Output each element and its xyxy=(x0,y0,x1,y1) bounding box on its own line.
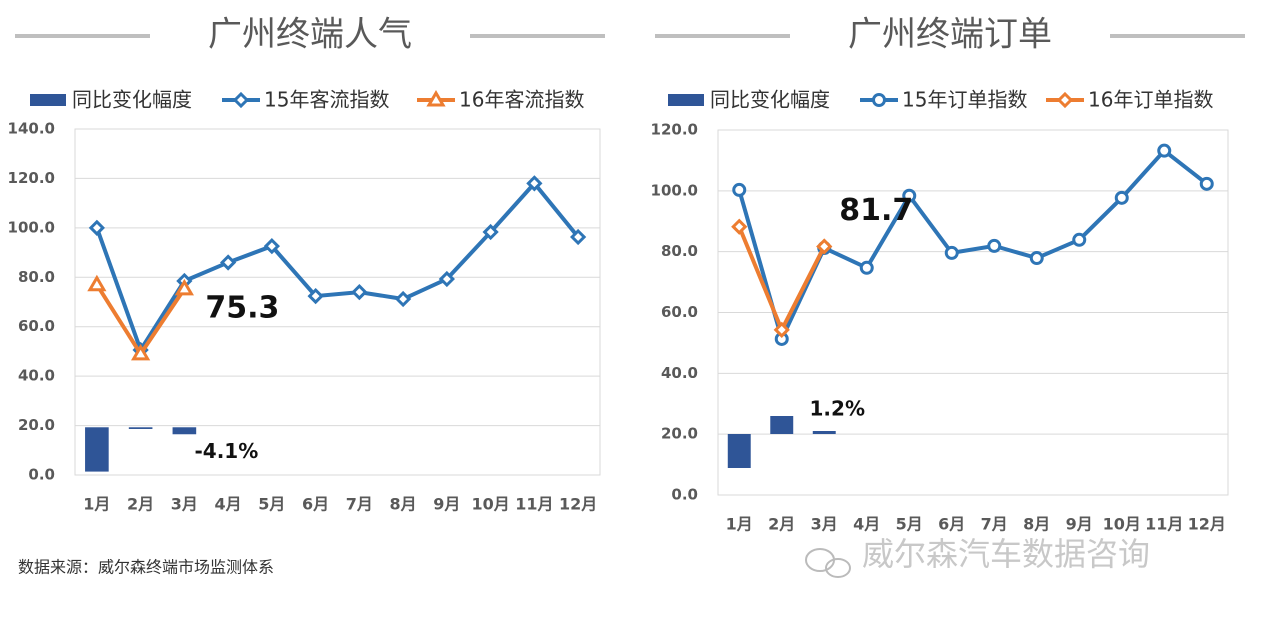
plot-border xyxy=(74,128,601,476)
marker xyxy=(1114,190,1129,205)
x-tick-label: 9月 xyxy=(1066,515,1093,534)
y-tick-label: 20.0 xyxy=(661,425,698,443)
marker xyxy=(131,343,151,361)
marker xyxy=(1157,143,1172,158)
bar xyxy=(128,427,153,429)
marker xyxy=(307,287,324,305)
marker xyxy=(872,93,886,107)
y-tick-label: 60.0 xyxy=(661,303,698,321)
x-tick-label: 4月 xyxy=(215,495,242,514)
marker xyxy=(351,283,368,301)
y-tick-label: 40.0 xyxy=(661,364,698,382)
chart-title: 广州终端人气 xyxy=(208,15,412,55)
series-line xyxy=(737,147,1208,345)
x-tick-label: 3月 xyxy=(811,515,838,534)
marker xyxy=(87,274,107,292)
data-label: 1.2% xyxy=(810,397,865,421)
marker xyxy=(232,91,250,109)
marker xyxy=(174,278,194,296)
legend-swatch xyxy=(668,94,704,106)
watermark-icon xyxy=(805,548,851,578)
bar xyxy=(812,431,836,434)
marker xyxy=(1072,232,1087,247)
x-tick-label: 11月 xyxy=(515,495,553,514)
marker xyxy=(88,219,105,236)
x-tick-label: 2月 xyxy=(768,515,795,534)
y-tick-label: 120.0 xyxy=(651,121,698,139)
y-tick-label: 0.0 xyxy=(671,486,698,504)
y-tick-label: 140.0 xyxy=(8,120,55,138)
marker xyxy=(902,188,917,203)
x-tick-label: 3月 xyxy=(171,495,198,514)
marker xyxy=(570,228,587,246)
marker xyxy=(816,238,833,255)
x-tick-label: 6月 xyxy=(938,515,965,534)
marker xyxy=(438,270,455,288)
x-tick-label: 7月 xyxy=(981,515,1008,534)
x-tick-label: 5月 xyxy=(258,495,285,514)
x-tick-label: 10月 xyxy=(471,495,509,514)
x-tick-label: 6月 xyxy=(302,495,329,514)
source: 数据来源：威尔森终端市场监测体系 xyxy=(18,558,274,577)
x-tick-label: 4月 xyxy=(853,515,880,534)
legend-label: 15年客流指数 xyxy=(264,88,389,112)
y-tick-label: 100.0 xyxy=(8,218,55,236)
data-label: 75.3 xyxy=(205,290,279,325)
marker xyxy=(773,321,790,338)
x-tick-label: 2月 xyxy=(127,495,154,514)
marker xyxy=(944,245,959,260)
marker xyxy=(1029,251,1044,266)
bar xyxy=(770,416,794,434)
marker xyxy=(482,223,499,241)
marker xyxy=(987,238,1002,253)
y-tick-label: 80.0 xyxy=(18,268,55,286)
x-tick-label: 11月 xyxy=(1145,515,1183,534)
chart-title: 广州终端订单 xyxy=(848,15,1052,55)
marker xyxy=(526,175,543,192)
bar xyxy=(727,434,751,468)
y-tick-label: 80.0 xyxy=(661,242,698,260)
x-tick-label: 8月 xyxy=(1023,515,1050,534)
y-tick-label: 60.0 xyxy=(18,317,55,335)
x-tick-label: 12月 xyxy=(559,495,597,514)
marker xyxy=(220,254,237,271)
marker xyxy=(426,90,446,107)
y-tick-label: 20.0 xyxy=(18,416,55,434)
x-tick-label: 12月 xyxy=(1188,515,1226,534)
data-label: -4.1% xyxy=(194,439,258,463)
marker xyxy=(732,182,747,197)
x-tick-label: 5月 xyxy=(896,515,923,534)
legend-label: 16年客流指数 xyxy=(459,88,584,112)
marker xyxy=(1056,91,1074,109)
legend-swatch xyxy=(30,94,66,106)
marker xyxy=(263,238,280,255)
y-tick-label: 40.0 xyxy=(18,367,55,385)
data-label: 81.7 xyxy=(839,193,913,228)
y-tick-label: 100.0 xyxy=(651,181,698,199)
marker xyxy=(395,290,412,308)
marker xyxy=(859,260,874,275)
x-tick-label: 1月 xyxy=(726,515,753,534)
marker xyxy=(1199,176,1214,191)
bar xyxy=(172,427,197,435)
x-tick-label: 7月 xyxy=(346,495,373,514)
x-tick-label: 8月 xyxy=(390,495,417,514)
legend-label: 16年订单指数 xyxy=(1088,88,1213,112)
legend-label: 同比变化幅度 xyxy=(72,88,192,112)
watermark: 威尔森汽车数据咨询 xyxy=(862,535,1150,573)
legend-label: 同比变化幅度 xyxy=(710,88,830,112)
legend-label: 15年订单指数 xyxy=(902,88,1027,112)
marker xyxy=(731,218,748,235)
y-tick-label: 0.0 xyxy=(28,466,55,484)
bar xyxy=(85,427,109,472)
x-tick-label: 9月 xyxy=(433,495,460,514)
y-tick-label: 120.0 xyxy=(8,169,55,187)
series-line xyxy=(94,180,580,355)
x-tick-label: 10月 xyxy=(1103,515,1141,534)
x-tick-label: 1月 xyxy=(83,495,110,514)
